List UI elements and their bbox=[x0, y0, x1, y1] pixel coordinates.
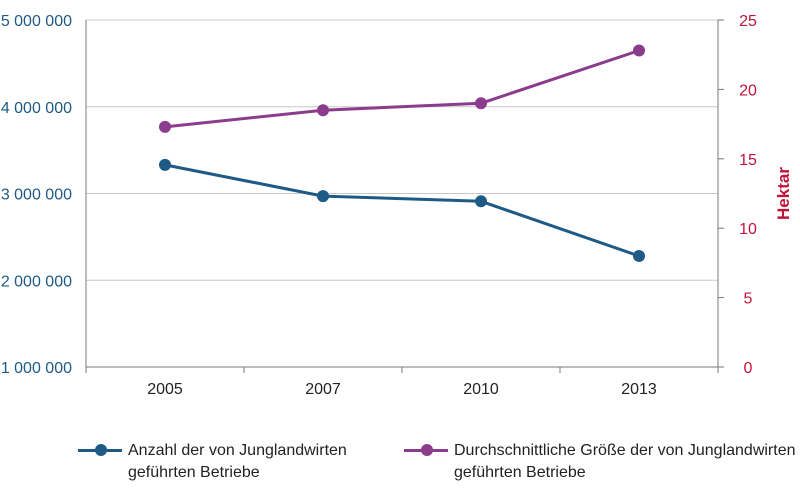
left-tick-label: 2 000 000 bbox=[1, 273, 72, 290]
x-tick-label: 2007 bbox=[305, 381, 341, 398]
data-point bbox=[475, 97, 487, 110]
axes bbox=[85, 19, 724, 373]
data-point bbox=[317, 190, 329, 203]
series-line-0 bbox=[164, 163, 640, 258]
x-tick-label: 2010 bbox=[463, 381, 499, 398]
series-layer bbox=[159, 44, 645, 262]
left-tick-label: 5 000 000 bbox=[1, 13, 72, 30]
right-axis-ticks: 25 20 15 10 5 0 bbox=[739, 13, 757, 377]
legend-label-groesse: Durchschnittliche Größe der von Jungland… bbox=[454, 442, 796, 481]
chart-canvas: 5 000 000 4 000 000 3 000 000 2 000 000 1 00… bbox=[1, 13, 793, 398]
left-axis-ticks: 5 000 000 4 000 000 3 000 000 2 000 000 1 00… bbox=[1, 13, 72, 377]
legend-item-anzahl: Anzahl der von Junglandwirten geführten … bbox=[78, 440, 378, 484]
data-point bbox=[633, 44, 645, 57]
series-line-1 bbox=[164, 49, 640, 129]
right-tick-label: 20 bbox=[739, 82, 757, 99]
legend-item-groesse: Durchschnittliche Größe der von Jungland… bbox=[404, 440, 800, 484]
right-tick-label: 25 bbox=[739, 13, 757, 30]
legend-swatch-groesse bbox=[404, 440, 448, 460]
legend-label-anzahl: Anzahl der von Junglandwirten geführten … bbox=[128, 442, 347, 481]
data-point bbox=[317, 104, 329, 117]
right-tick-label: 0 bbox=[744, 360, 753, 377]
left-tick-label: 1 000 000 bbox=[1, 360, 72, 377]
data-point bbox=[159, 158, 171, 171]
data-point bbox=[633, 249, 645, 262]
legend-swatch-anzahl bbox=[78, 440, 122, 460]
right-tick-label: 15 bbox=[739, 152, 757, 169]
legend: Anzahl der von Junglandwirten geführten … bbox=[78, 440, 796, 484]
data-point bbox=[159, 120, 171, 133]
data-point bbox=[475, 195, 487, 208]
gridlines bbox=[86, 19, 718, 281]
right-axis-title: Hektar bbox=[774, 167, 793, 220]
right-tick-label: 10 bbox=[739, 221, 757, 238]
left-tick-label: 4 000 000 bbox=[1, 100, 72, 117]
x-axis-ticks: 2005 2007 2010 2013 bbox=[147, 381, 657, 398]
x-tick-label: 2005 bbox=[147, 381, 183, 398]
x-tick-label: 2013 bbox=[621, 381, 657, 398]
right-tick-label: 5 bbox=[744, 291, 753, 308]
left-tick-label: 3 000 000 bbox=[1, 187, 72, 204]
